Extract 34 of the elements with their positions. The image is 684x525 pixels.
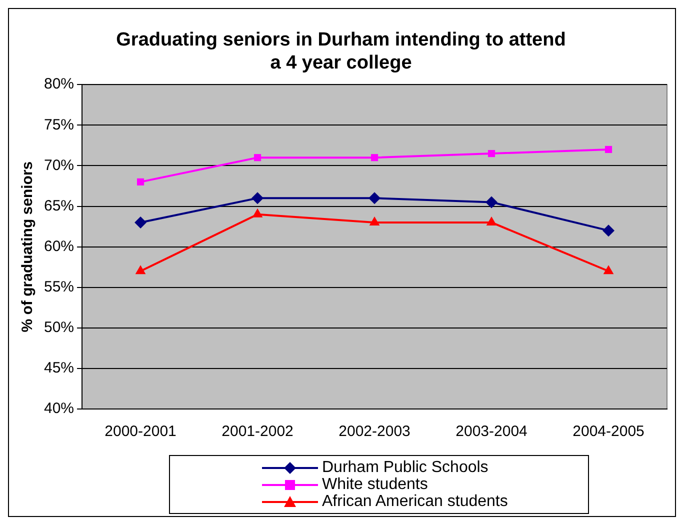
point [134, 216, 147, 228]
point [604, 146, 612, 154]
point [370, 154, 378, 162]
y-tick-label: 65% [44, 197, 74, 214]
y-tick-label: 45% [44, 360, 74, 377]
point [486, 216, 497, 226]
chart-title: Graduating seniors in Durham intending to attend a 4 year college [116, 30, 566, 74]
y-tick-label: 40% [44, 400, 74, 418]
y-tick-label: 80% [44, 76, 74, 93]
legend-label: African American students [322, 493, 508, 510]
x-tick-label: 2004-2005 [572, 423, 644, 440]
legend-label: Durham Public Schools [322, 459, 488, 476]
y-tick-label: 50% [44, 319, 74, 336]
x-tick-label: 2003-2004 [456, 423, 528, 440]
y-tick-label: 75% [44, 116, 74, 134]
x-tick-label: 2001-2002 [222, 423, 294, 440]
x-tick-label: 2000-2001 [104, 423, 176, 440]
point [602, 224, 614, 237]
y-tick-label: 70% [44, 156, 74, 174]
point [486, 196, 498, 208]
legend-label: White students [322, 476, 428, 493]
point [488, 150, 496, 158]
x-tick-label: 2002-2003 [338, 423, 410, 440]
point [254, 154, 262, 162]
point [252, 192, 264, 204]
y-tick-label: 60% [44, 238, 74, 255]
y-axis-title: % of graduating seniors [19, 161, 36, 332]
y-tick-label: 55% [44, 278, 74, 296]
point [252, 208, 263, 218]
point [369, 216, 380, 226]
point [603, 265, 614, 274]
point [135, 265, 146, 274]
point [136, 178, 144, 186]
point [368, 192, 381, 204]
